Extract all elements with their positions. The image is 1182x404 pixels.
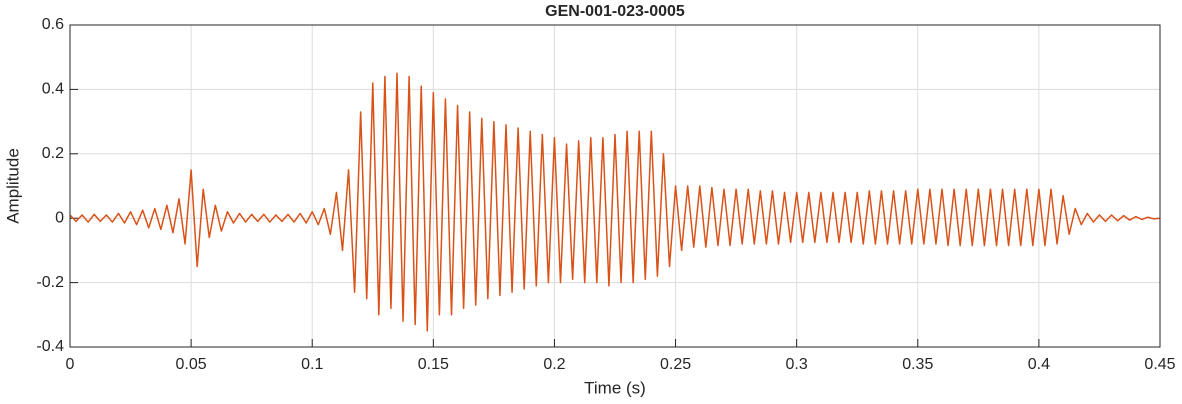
x-tick-label: 0.3 xyxy=(786,356,808,373)
y-tick-label: 0.6 xyxy=(42,16,64,33)
x-tick-label: 0.15 xyxy=(418,356,449,373)
y-tick-label: -0.4 xyxy=(36,338,64,355)
x-tick-label: 0 xyxy=(66,356,75,373)
chart-title: GEN-001-023-0005 xyxy=(545,3,685,20)
x-tick-label: 0.2 xyxy=(543,356,565,373)
x-tick-label: 0.45 xyxy=(1144,356,1175,373)
x-tick-label: 0.4 xyxy=(1028,356,1050,373)
x-tick-label: 0.25 xyxy=(660,356,691,373)
x-tick-label: 0.1 xyxy=(301,356,323,373)
y-tick-label: 0 xyxy=(55,209,64,226)
y-tick-label: -0.2 xyxy=(36,274,64,291)
plot-frame xyxy=(69,24,1161,348)
y-tick-label: 0.2 xyxy=(42,145,64,162)
waveform-line xyxy=(69,72,1161,332)
x-tick-label: 0.05 xyxy=(176,356,207,373)
y-tick-label: 0.4 xyxy=(42,81,64,98)
y-axis-label: Amplitude xyxy=(3,148,22,224)
x-tick-label: 0.35 xyxy=(902,356,933,373)
x-axis-label: Time (s) xyxy=(584,378,646,397)
